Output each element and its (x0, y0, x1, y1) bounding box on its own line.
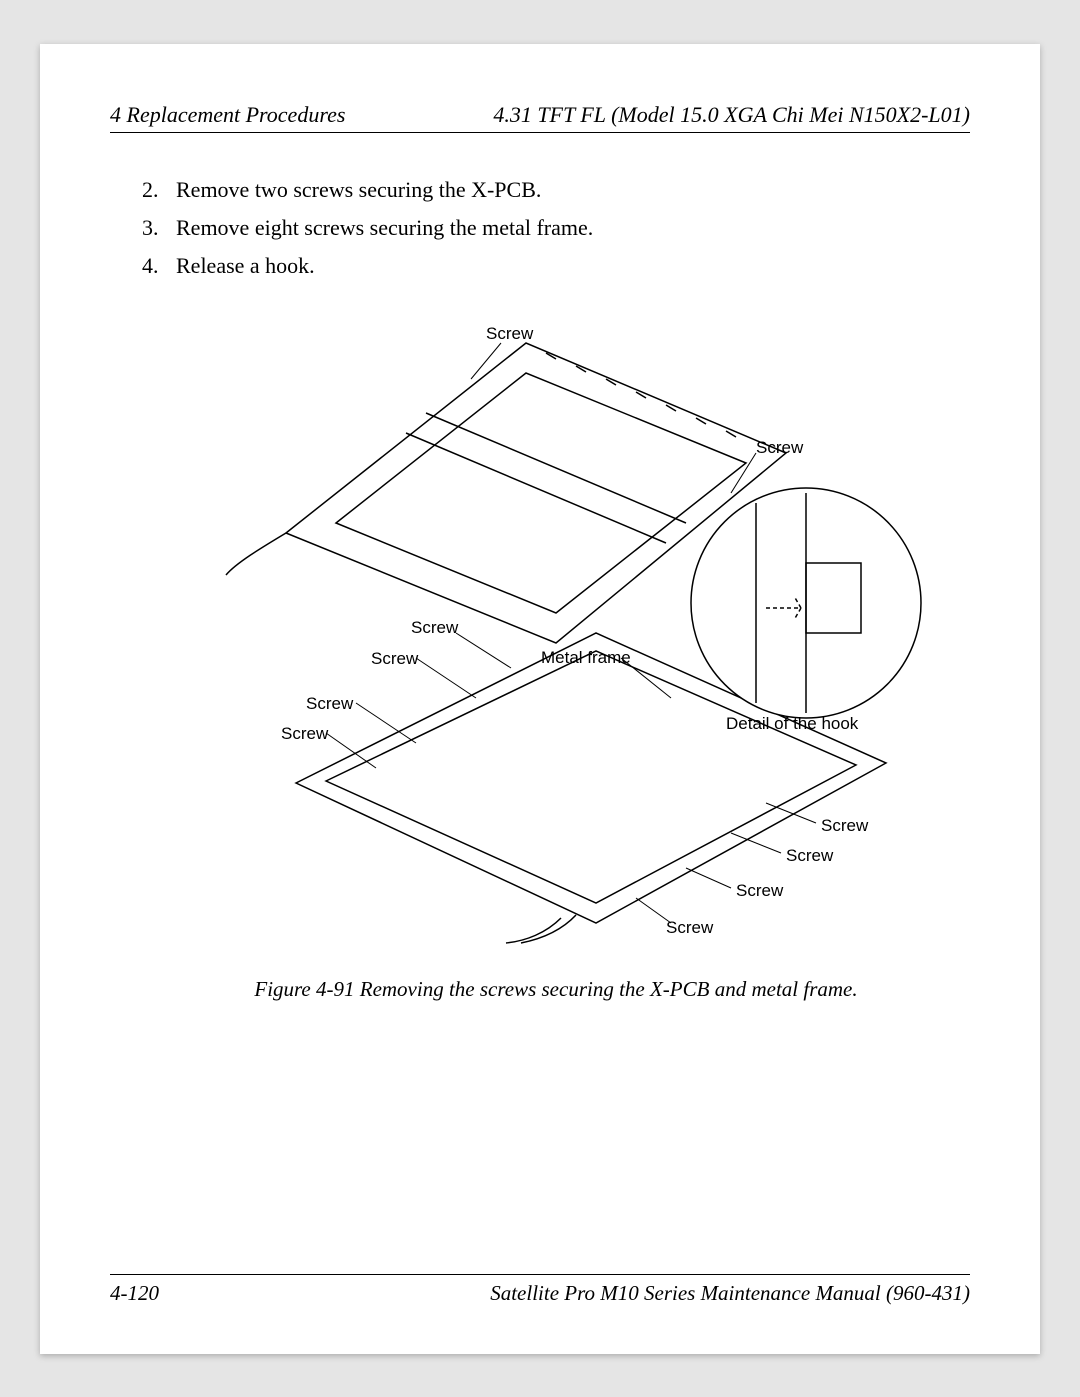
label-screw-bottom: Screw (666, 915, 713, 941)
label-screw-mid1: Screw (411, 615, 458, 641)
label-screw-br3: Screw (736, 878, 783, 904)
content-area: 2. Remove two screws securing the X-PCB.… (110, 173, 970, 1006)
step-3: 3. Remove eight screws securing the meta… (142, 211, 970, 245)
step-text: Remove eight screws securing the metal f… (176, 211, 593, 245)
footer-right: Satellite Pro M10 Series Maintenance Man… (490, 1281, 970, 1306)
step-num: 4. (142, 249, 162, 283)
label-screw-right-upper: Screw (756, 435, 803, 461)
label-screw-left1: Screw (306, 691, 353, 717)
page-header: 4 Replacement Procedures 4.31 TFT FL (Mo… (110, 102, 970, 133)
label-screw-br1: Screw (821, 813, 868, 839)
header-right: 4.31 TFT FL (Model 15.0 XGA Chi Mei N150… (493, 102, 970, 128)
footer-left: 4-120 (110, 1281, 159, 1306)
step-num: 3. (142, 211, 162, 245)
step-2: 2. Remove two screws securing the X-PCB. (142, 173, 970, 207)
label-screw-mid2: Screw (371, 646, 418, 672)
label-screw-left2: Screw (281, 721, 328, 747)
label-screw-br2: Screw (786, 843, 833, 869)
step-text: Remove two screws securing the X-PCB. (176, 173, 541, 207)
step-text: Release a hook. (176, 249, 315, 283)
step-num: 2. (142, 173, 162, 207)
label-screw-top: Screw (486, 321, 533, 347)
figure-area: Screw Screw Screw Screw Screw Screw Meta… (166, 313, 946, 953)
step-4: 4. Release a hook. (142, 249, 970, 283)
label-metal-frame: Metal frame (541, 645, 631, 671)
header-left: 4 Replacement Procedures (110, 102, 345, 128)
page: 4 Replacement Procedures 4.31 TFT FL (Mo… (40, 44, 1040, 1354)
figure-caption: Figure 4-91 Removing the screws securing… (142, 973, 970, 1006)
label-detail-hook: Detail of the hook (726, 711, 858, 737)
page-footer: 4-120 Satellite Pro M10 Series Maintenan… (110, 1274, 970, 1306)
